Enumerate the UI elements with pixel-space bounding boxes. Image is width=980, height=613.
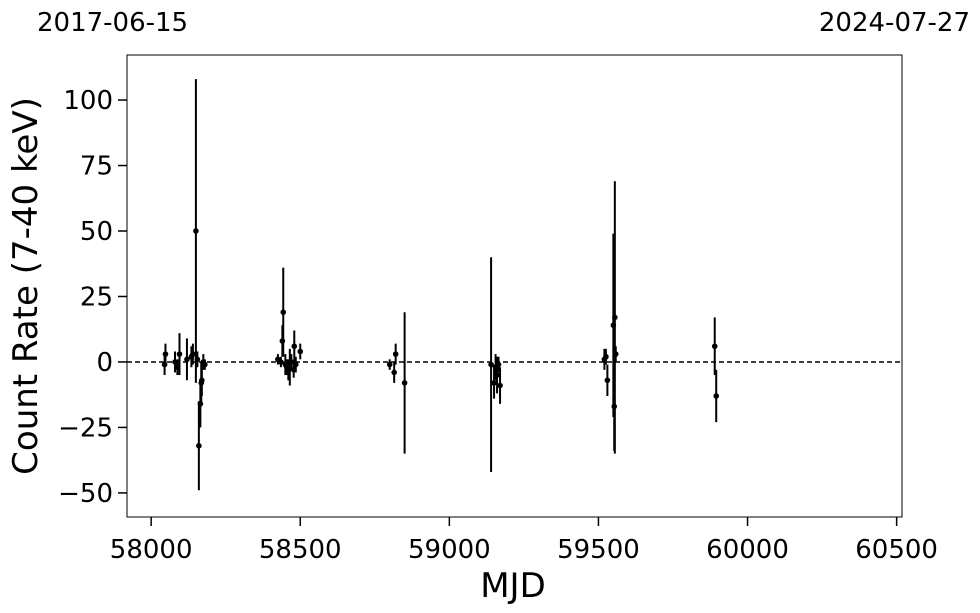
data-point: [604, 377, 611, 384]
data-point: [491, 380, 497, 386]
data-point: [176, 351, 183, 357]
y-tick-label: 100: [63, 86, 113, 116]
data-point: [711, 343, 718, 350]
y-tick-label: 50: [80, 217, 113, 247]
y-tick-label: 75: [80, 152, 113, 182]
data-point: [495, 361, 502, 368]
data-point: [603, 353, 609, 360]
x-tick-label: 59500: [557, 535, 640, 565]
data-point: [612, 314, 618, 321]
data-point: [494, 372, 500, 378]
top-date-label: 2024-07-27: [819, 8, 970, 38]
data-point: [202, 361, 208, 368]
data-point: [190, 351, 196, 357]
x-tick-label: 60000: [706, 535, 789, 565]
x-tick-label: 58000: [110, 535, 193, 565]
data-point: [280, 309, 287, 315]
y-tick-label: 0: [96, 348, 113, 378]
data-point: [488, 361, 494, 368]
data-point: [386, 361, 393, 368]
data-point: [193, 228, 199, 234]
data-point: [611, 403, 618, 410]
data-point: [497, 382, 503, 389]
plot-frame: [126, 54, 903, 518]
data-point: [278, 359, 284, 365]
data-point: [162, 351, 169, 357]
data-point: [184, 356, 190, 363]
data-point: [196, 442, 202, 449]
data-point: [713, 393, 720, 399]
x-axis-label: MJD: [480, 566, 546, 606]
data-point: [612, 351, 619, 357]
y-axis-label: Count Rate (7-40 keV): [6, 97, 46, 475]
data-point: [194, 356, 201, 363]
data-point: [199, 377, 205, 384]
x-tick-label: 58500: [259, 535, 342, 565]
x-tick-label: 60500: [855, 535, 938, 565]
y-tick-label: 25: [80, 282, 113, 312]
y-tick-label: −50: [58, 479, 113, 509]
y-tick-label: −25: [58, 413, 113, 443]
data-point: [401, 380, 408, 386]
top-date-label: 2017-06-15: [37, 8, 188, 38]
x-tick-label: 59000: [408, 535, 491, 565]
data-point: [297, 348, 304, 355]
data-point: [292, 361, 299, 368]
data-point: [391, 369, 397, 376]
data-point: [291, 343, 298, 350]
data-point: [392, 351, 399, 357]
